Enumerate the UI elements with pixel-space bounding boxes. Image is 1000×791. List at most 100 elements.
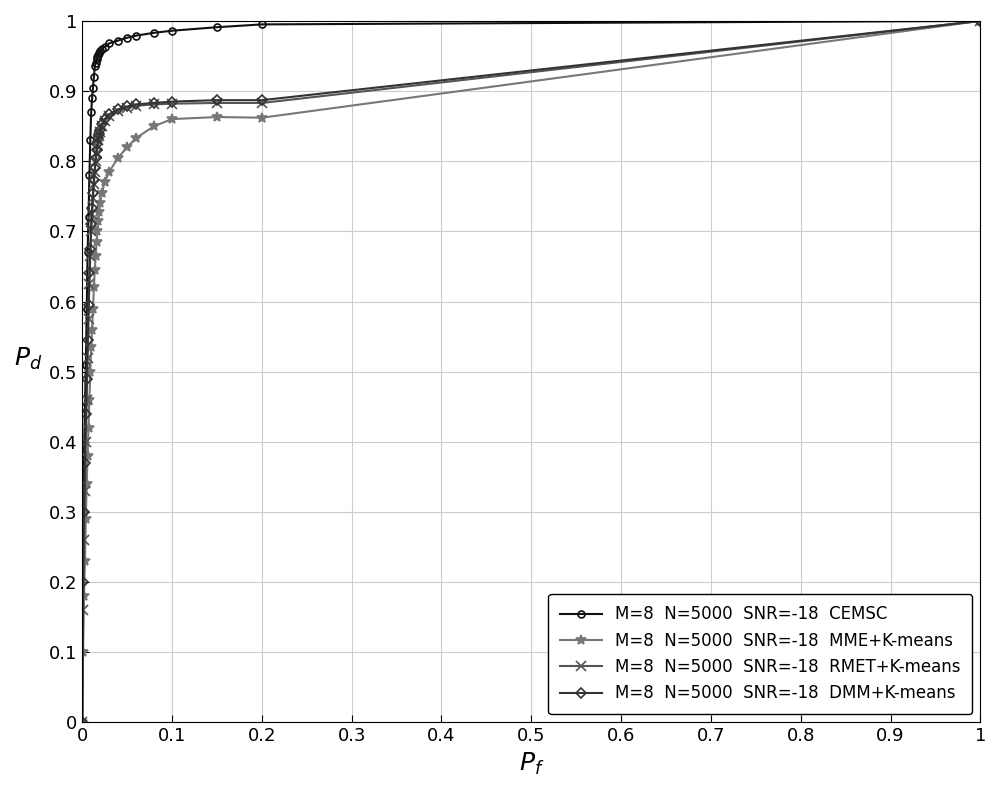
M=8  N=5000  SNR=-18  MME+K-means [86, 325, 98, 335]
M=8  N=5000  SNR=-18  MME+K-means [88, 282, 100, 292]
M=8  N=5000  SNR=-18  CEMSC [93, 48, 105, 58]
M=8  N=5000  SNR=-18  RMET+K-means [91, 148, 103, 157]
M=8  N=5000  SNR=-18  CEMSC [85, 108, 97, 117]
M=8  N=5000  SNR=-18  CEMSC [84, 135, 96, 145]
Line: M=8  N=5000  SNR=-18  MME+K-means: M=8 N=5000 SNR=-18 MME+K-means [77, 16, 985, 728]
M=8  N=5000  SNR=-18  MME+K-means [79, 556, 91, 566]
M=8  N=5000  SNR=-18  DMM+K-means [83, 301, 95, 310]
M=8  N=5000  SNR=-18  RMET+K-means [87, 193, 99, 202]
M=8  N=5000  SNR=-18  MME+K-means [96, 188, 108, 198]
M=8  N=5000  SNR=-18  DMM+K-means [82, 335, 94, 345]
M=8  N=5000  SNR=-18  DMM+K-means [89, 164, 101, 173]
M=8  N=5000  SNR=-18  CEMSC [974, 16, 986, 25]
M=8  N=5000  SNR=-18  CEMSC [77, 507, 89, 517]
M=8  N=5000  SNR=-18  RMET+K-means [256, 98, 268, 108]
M=8  N=5000  SNR=-18  MME+K-means [99, 177, 111, 187]
M=8  N=5000  SNR=-18  MME+K-means [91, 227, 103, 237]
M=8  N=5000  SNR=-18  DMM+K-means [84, 244, 96, 254]
M=8  N=5000  SNR=-18  CEMSC [99, 42, 111, 51]
M=8  N=5000  SNR=-18  MME+K-means [83, 395, 95, 404]
M=8  N=5000  SNR=-18  MME+K-means [83, 423, 95, 433]
M=8  N=5000  SNR=-18  RMET+K-means [80, 437, 92, 447]
M=8  N=5000  SNR=-18  RMET+K-means [974, 16, 986, 25]
M=8  N=5000  SNR=-18  CEMSC [90, 59, 102, 68]
M=8  N=5000  SNR=-18  MME+K-means [148, 121, 160, 131]
M=8  N=5000  SNR=-18  MME+K-means [90, 252, 102, 261]
M=8  N=5000  SNR=-18  MME+K-means [78, 592, 90, 601]
M=8  N=5000  SNR=-18  CEMSC [96, 44, 108, 54]
M=8  N=5000  SNR=-18  RMET+K-means [93, 131, 105, 141]
M=8  N=5000  SNR=-18  RMET+K-means [86, 209, 98, 218]
M=8  N=5000  SNR=-18  MME+K-means [82, 451, 94, 460]
M=8  N=5000  SNR=-18  CEMSC [83, 171, 95, 180]
M=8  N=5000  SNR=-18  DMM+K-means [79, 458, 91, 467]
M=8  N=5000  SNR=-18  MME+K-means [112, 153, 124, 162]
M=8  N=5000  SNR=-18  MME+K-means [94, 199, 106, 208]
M=8  N=5000  SNR=-18  CEMSC [91, 55, 103, 64]
M=8  N=5000  SNR=-18  CEMSC [87, 83, 99, 93]
M=8  N=5000  SNR=-18  MME+K-means [87, 304, 99, 313]
M=8  N=5000  SNR=-18  CEMSC [79, 402, 91, 411]
M=8  N=5000  SNR=-18  CEMSC [83, 213, 95, 222]
M=8  N=5000  SNR=-18  MME+K-means [84, 367, 96, 377]
M=8  N=5000  SNR=-18  DMM+K-means [80, 409, 92, 418]
M=8  N=5000  SNR=-18  CEMSC [78, 451, 90, 460]
M=8  N=5000  SNR=-18  RMET+K-means [88, 179, 100, 188]
M=8  N=5000  SNR=-18  DMM+K-means [87, 188, 99, 198]
M=8  N=5000  SNR=-18  DMM+K-means [88, 176, 100, 185]
M=8  N=5000  SNR=-18  RMET+K-means [130, 101, 142, 111]
M=8  N=5000  SNR=-18  DMM+K-means [103, 109, 115, 119]
M=8  N=5000  SNR=-18  MME+K-means [85, 343, 97, 352]
M=8  N=5000  SNR=-18  RMET+K-means [90, 157, 102, 166]
Line: M=8  N=5000  SNR=-18  DMM+K-means: M=8 N=5000 SNR=-18 DMM+K-means [79, 17, 984, 726]
M=8  N=5000  SNR=-18  DMM+K-means [211, 96, 223, 105]
M=8  N=5000  SNR=-18  DMM+K-means [83, 269, 95, 278]
M=8  N=5000  SNR=-18  CEMSC [89, 62, 101, 71]
Line: M=8  N=5000  SNR=-18  CEMSC: M=8 N=5000 SNR=-18 CEMSC [79, 17, 984, 726]
M=8  N=5000  SNR=-18  DMM+K-means [148, 98, 160, 108]
M=8  N=5000  SNR=-18  RMET+K-means [92, 135, 104, 145]
M=8  N=5000  SNR=-18  RMET+K-means [99, 115, 111, 125]
M=8  N=5000  SNR=-18  RMET+K-means [82, 353, 94, 362]
Line: M=8  N=5000  SNR=-18  RMET+K-means: M=8 N=5000 SNR=-18 RMET+K-means [77, 16, 985, 728]
M=8  N=5000  SNR=-18  CEMSC [130, 31, 142, 40]
M=8  N=5000  SNR=-18  CEMSC [148, 28, 160, 37]
M=8  N=5000  SNR=-18  CEMSC [256, 20, 268, 29]
M=8  N=5000  SNR=-18  CEMSC [80, 360, 92, 369]
M=8  N=5000  SNR=-18  DMM+K-means [91, 139, 103, 149]
M=8  N=5000  SNR=-18  RMET+K-means [96, 121, 108, 131]
M=8  N=5000  SNR=-18  MME+K-means [103, 167, 115, 176]
M=8  N=5000  SNR=-18  RMET+K-means [94, 127, 106, 137]
M=8  N=5000  SNR=-18  DMM+K-means [76, 717, 88, 727]
M=8  N=5000  SNR=-18  CEMSC [91, 53, 103, 62]
M=8  N=5000  SNR=-18  RMET+K-means [89, 167, 101, 176]
M=8  N=5000  SNR=-18  MME+K-means [91, 237, 103, 247]
M=8  N=5000  SNR=-18  RMET+K-means [83, 279, 95, 289]
M=8  N=5000  SNR=-18  DMM+K-means [77, 577, 89, 587]
M=8  N=5000  SNR=-18  RMET+K-means [79, 486, 91, 496]
M=8  N=5000  SNR=-18  CEMSC [76, 717, 88, 727]
M=8  N=5000  SNR=-18  RMET+K-means [112, 106, 124, 115]
M=8  N=5000  SNR=-18  CEMSC [88, 72, 100, 81]
M=8  N=5000  SNR=-18  RMET+K-means [148, 100, 160, 109]
M=8  N=5000  SNR=-18  DMM+K-means [92, 134, 104, 143]
M=8  N=5000  SNR=-18  DMM+K-means [78, 507, 90, 517]
M=8  N=5000  SNR=-18  DMM+K-means [96, 119, 108, 129]
M=8  N=5000  SNR=-18  DMM+K-means [112, 104, 124, 114]
M=8  N=5000  SNR=-18  DMM+K-means [99, 115, 111, 124]
M=8  N=5000  SNR=-18  MME+K-means [80, 514, 92, 524]
M=8  N=5000  SNR=-18  DMM+K-means [974, 16, 986, 25]
M=8  N=5000  SNR=-18  CEMSC [81, 304, 93, 313]
M=8  N=5000  SNR=-18  MME+K-means [77, 648, 89, 657]
M=8  N=5000  SNR=-18  DMM+K-means [130, 100, 142, 109]
M=8  N=5000  SNR=-18  CEMSC [211, 22, 223, 32]
M=8  N=5000  SNR=-18  MME+K-means [76, 717, 88, 727]
M=8  N=5000  SNR=-18  CEMSC [82, 248, 94, 257]
M=8  N=5000  SNR=-18  RMET+K-means [81, 395, 93, 404]
M=8  N=5000  SNR=-18  DMM+K-means [85, 220, 97, 229]
M=8  N=5000  SNR=-18  DMM+K-means [81, 374, 93, 384]
X-axis label: $P_f$: $P_f$ [519, 751, 544, 777]
M=8  N=5000  SNR=-18  MME+K-means [93, 207, 105, 217]
M=8  N=5000  SNR=-18  DMM+K-means [90, 153, 102, 163]
M=8  N=5000  SNR=-18  MME+K-means [256, 113, 268, 123]
